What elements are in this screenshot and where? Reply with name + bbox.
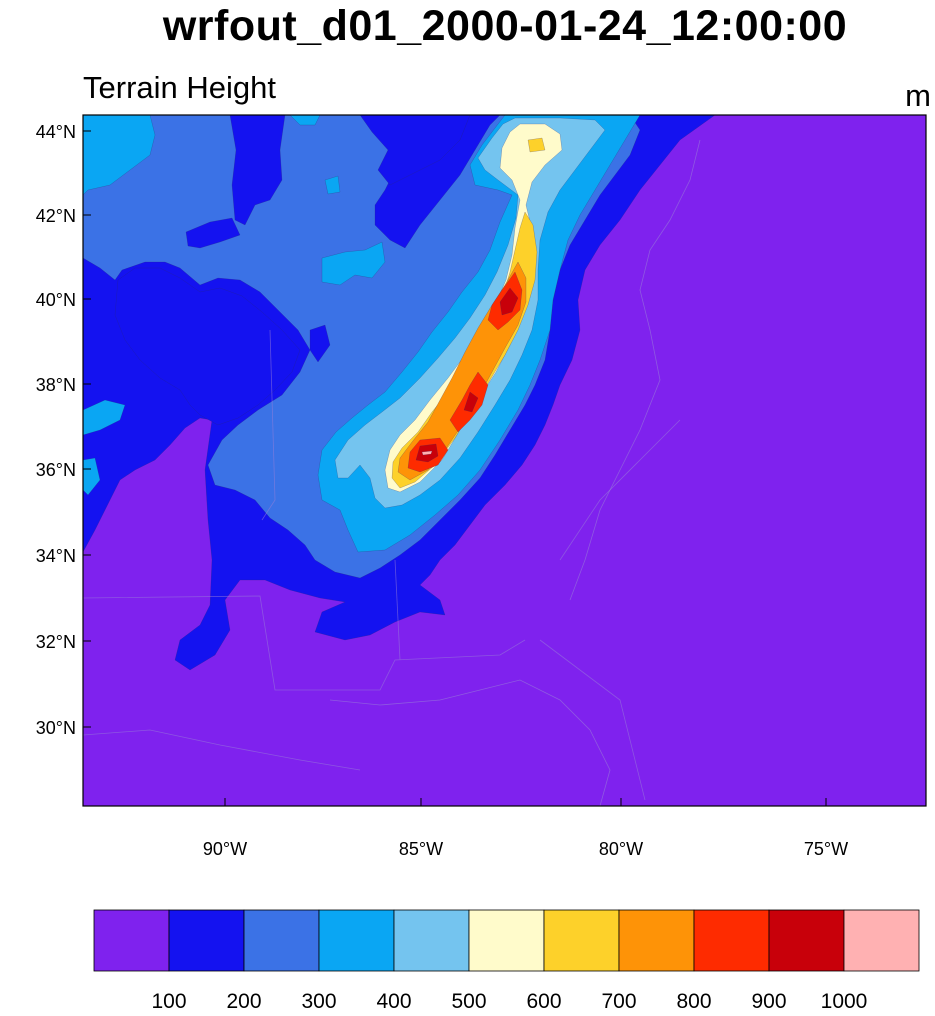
colorbar-label: 900 [751,990,786,1013]
colorbar-label: 800 [676,990,711,1013]
colorbar-label: 400 [376,990,411,1013]
band-10 [421,450,433,456]
colorbar-swatch [843,909,920,972]
state-boundaries [83,329,681,801]
field-label: Terrain Height [83,70,276,105]
lat-tick-label: 38°N [36,375,76,395]
colorbar-label: 100 [151,990,186,1013]
lat-tick-label: 40°N [36,290,76,310]
band-3b [289,115,321,126]
map-frame [82,114,927,807]
colorbar-swatch [243,909,320,972]
band-3d [83,399,126,436]
colorbar-swatch [768,909,845,972]
low-pocket-north [229,115,286,226]
band-3g [324,175,341,195]
lon-tick-label: 85°W [399,839,443,859]
lat-tick-label: 34°N [36,546,76,566]
colorbar-swatch [468,909,545,972]
band-5 [384,123,563,493]
plot-title: wrfout_d01_2000-01-24_12:00:00 [162,2,848,50]
lon-tick-label: 80°W [599,839,643,859]
lat-tick-label: 36°N [36,460,76,480]
lat-axis: 30°N 32°N 34°N 36°N 38°N 40°N 42°N 44°N [36,122,91,738]
band-3e [83,457,101,496]
band-3f [321,241,386,286]
colorbar [93,909,920,972]
low-pocket-small [185,217,241,249]
colorbar-swatch [318,909,395,972]
colorbar-swatch [393,909,470,972]
lon-axis: 90°W 85°W 80°W 75°W [203,798,848,859]
band-4 [334,117,606,509]
lat-tick-label: 32°N [36,632,76,652]
lat-tick-label: 42°N [36,206,76,226]
colorbar-swatch [618,909,695,972]
colorbar-label: 700 [601,990,636,1013]
band-3 [83,115,156,196]
units-label: m [905,78,931,113]
colorbar-labels: 100 200 300 400 500 600 700 800 900 1000 [151,990,867,1013]
colorbar-swatch [543,909,620,972]
colorbar-swatch [693,909,770,972]
band-9 [499,287,519,316]
lat-tick-label: 44°N [36,122,76,142]
colorbar-label: 300 [301,990,336,1013]
band-9b [463,391,479,413]
colorbar-swatch [168,909,245,972]
lon-tick-label: 75°W [804,839,848,859]
lat-tick-label: 30°N [36,718,76,738]
colorbar-label: 200 [226,990,261,1013]
coastlines [329,139,701,806]
low-pocket-north-2 [359,115,471,186]
colorbar-swatch [93,909,170,972]
band-6 [527,137,546,153]
low-pocket-east [309,324,331,363]
colorbar-label: 600 [526,990,561,1013]
terrain-contours [83,115,926,806]
lon-tick-label: 90°W [203,839,247,859]
low-pocket-west [114,267,301,426]
colorbar-label: 500 [451,990,486,1013]
colorbar-label: 1000 [821,990,868,1013]
